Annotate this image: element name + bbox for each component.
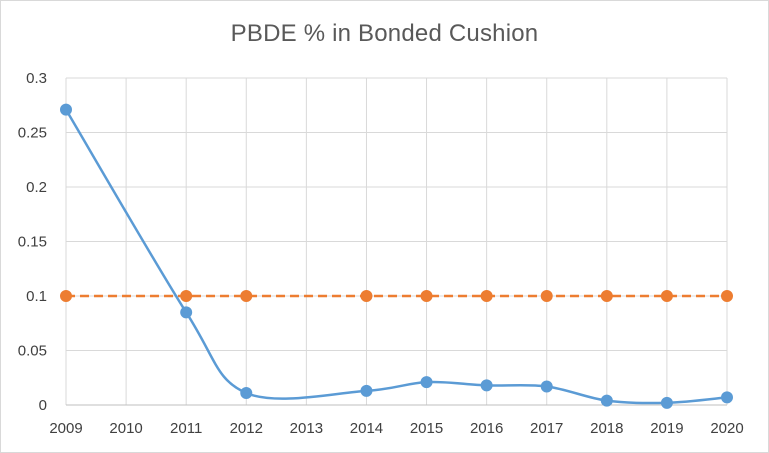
x-tick-label: 2013 (290, 420, 323, 437)
pbde-data-point (240, 387, 253, 400)
limit-data-point (660, 290, 673, 302)
x-tick-label: 2019 (650, 420, 683, 437)
limit-data-point (60, 290, 72, 302)
pbde-data-point (60, 103, 72, 116)
limit-data-point (721, 290, 733, 302)
x-tick-label: 2010 (109, 420, 142, 437)
limit-data-point (420, 290, 433, 302)
y-tick-label: 0.15 (18, 234, 47, 251)
limit-data-point (360, 290, 373, 302)
x-tick-label: 2012 (230, 420, 263, 437)
x-tick-label: 2016 (470, 420, 503, 437)
y-tick-label: 0.25 (18, 125, 47, 142)
x-tick-label: 2009 (49, 420, 82, 437)
limit-data-point (540, 290, 553, 302)
x-tick-label: 2018 (590, 420, 623, 437)
y-tick-label: 0.3 (26, 70, 47, 87)
pbde-data-point (600, 394, 613, 407)
chart-title: PBDE % in Bonded Cushion (230, 20, 539, 47)
limit-data-point (600, 290, 613, 302)
pbde-data-point (360, 384, 373, 397)
pbde-data-point (420, 376, 433, 389)
pbde-data-point (660, 396, 673, 409)
limit-data-point (480, 290, 493, 302)
x-tick-label: 2020 (710, 420, 743, 437)
x-tick-label: 2014 (350, 420, 383, 437)
y-tick-label: 0.2 (26, 179, 47, 196)
pbde-data-point (540, 380, 553, 393)
y-tick-label: 0.1 (26, 288, 47, 305)
limit-data-point (180, 290, 193, 302)
x-tick-label: 2015 (410, 420, 443, 437)
pbde-data-point (180, 306, 193, 319)
pbde-series-line (64, 108, 728, 405)
x-tick-label: 2017 (530, 420, 563, 437)
x-tick-label: 2011 (170, 420, 202, 437)
pbde-data-point (721, 391, 733, 404)
y-tick-label: 0.05 (18, 343, 47, 360)
pbde-data-point (480, 379, 493, 392)
limit-data-point (240, 290, 253, 302)
y-tick-label: 0 (39, 397, 47, 414)
